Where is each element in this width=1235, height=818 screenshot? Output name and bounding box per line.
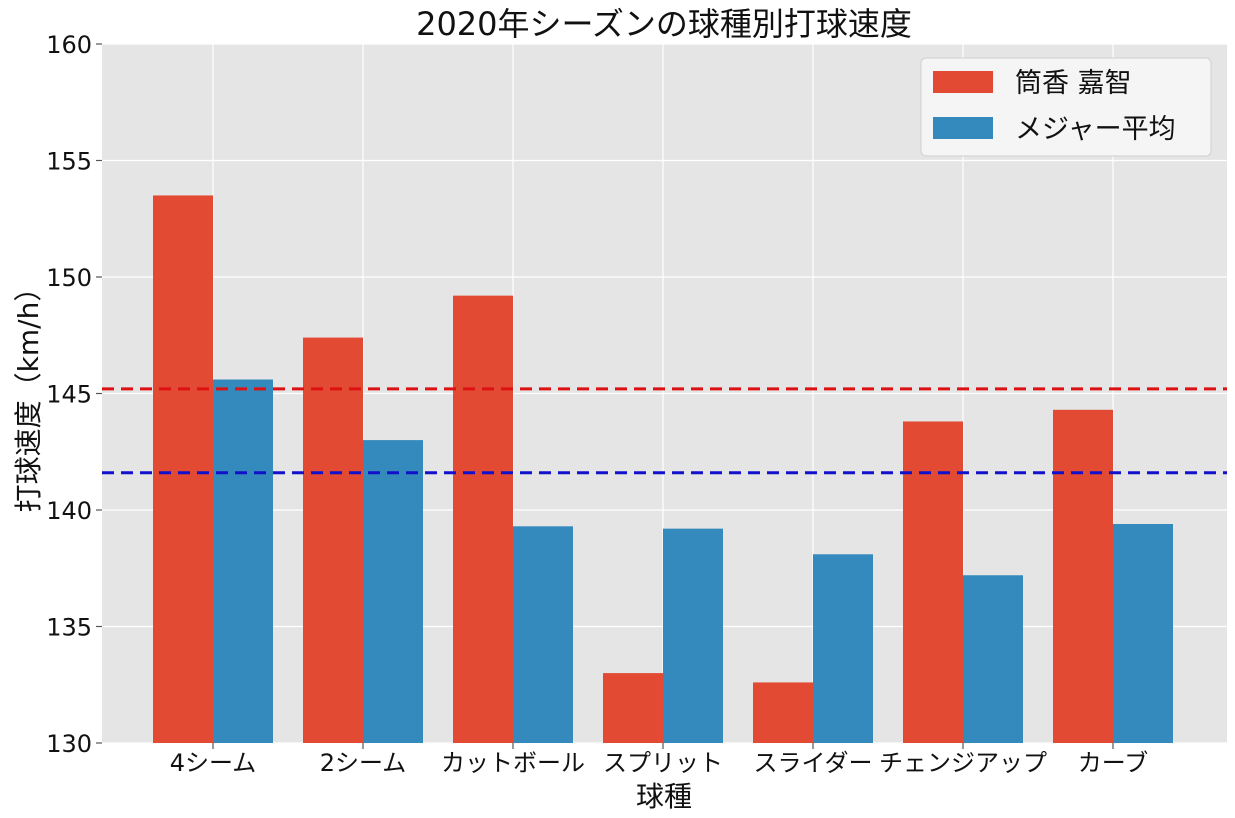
x-tick-label: スライダー	[753, 749, 872, 777]
bar-mlb-average	[663, 528, 723, 743]
bar-mlb-average	[213, 379, 273, 743]
legend: 筒香 嘉智 メジャー平均	[920, 57, 1212, 157]
bar-tsutsugo	[1053, 409, 1113, 743]
chart-title: 2020年シーズンの球種別打球速度	[416, 5, 912, 43]
y-axis-label: 打球速度（km/h）	[12, 274, 45, 513]
bar-tsutsugo	[453, 295, 513, 743]
legend-swatch-mlb-average	[933, 117, 993, 139]
bar-tsutsugo	[153, 195, 213, 743]
bar-tsutsugo	[903, 421, 963, 743]
bar-mlb-average	[1113, 523, 1173, 743]
bar-mlb-average	[363, 440, 423, 743]
x-tick-label: スプリット	[603, 749, 723, 777]
x-tick-label: チェンジアップ	[879, 749, 1047, 777]
reference-lines	[102, 387, 1227, 475]
x-axis-label: 球種	[636, 780, 692, 813]
bar-mlb-average	[513, 526, 573, 743]
y-axis-ticks: 130 135 140 145 150 155 160	[46, 31, 102, 758]
x-tick-label: カーブ	[1078, 749, 1149, 777]
bar-tsutsugo	[753, 682, 813, 743]
x-tick-label: カットボール	[441, 749, 585, 777]
x-tick-label: 4シーム	[170, 749, 257, 777]
bar-mlb-average	[963, 575, 1023, 743]
y-tick-label: 150	[46, 264, 92, 292]
legend-swatch-tsutsugo	[933, 71, 993, 93]
bars	[153, 195, 1173, 743]
y-tick-label: 140	[46, 497, 92, 525]
y-tick-label: 155	[46, 148, 92, 176]
legend-label-mlb-average: メジャー平均	[1015, 114, 1176, 145]
y-tick-label: 130	[46, 730, 92, 758]
legend-label-tsutsugo: 筒香 嘉智	[1015, 68, 1132, 99]
bar-tsutsugo	[603, 673, 663, 743]
x-axis-ticks: 4シーム 2シーム カットボール スプリット スライダー チェンジアップ カーブ	[170, 743, 1149, 777]
x-tick-label: 2シーム	[320, 749, 407, 777]
y-tick-label: 145	[46, 381, 92, 409]
legend-box	[920, 57, 1212, 157]
bar-tsutsugo	[303, 337, 363, 743]
y-tick-label: 135	[46, 614, 92, 642]
bar-mlb-average	[813, 554, 873, 743]
y-tick-label: 160	[46, 31, 92, 59]
